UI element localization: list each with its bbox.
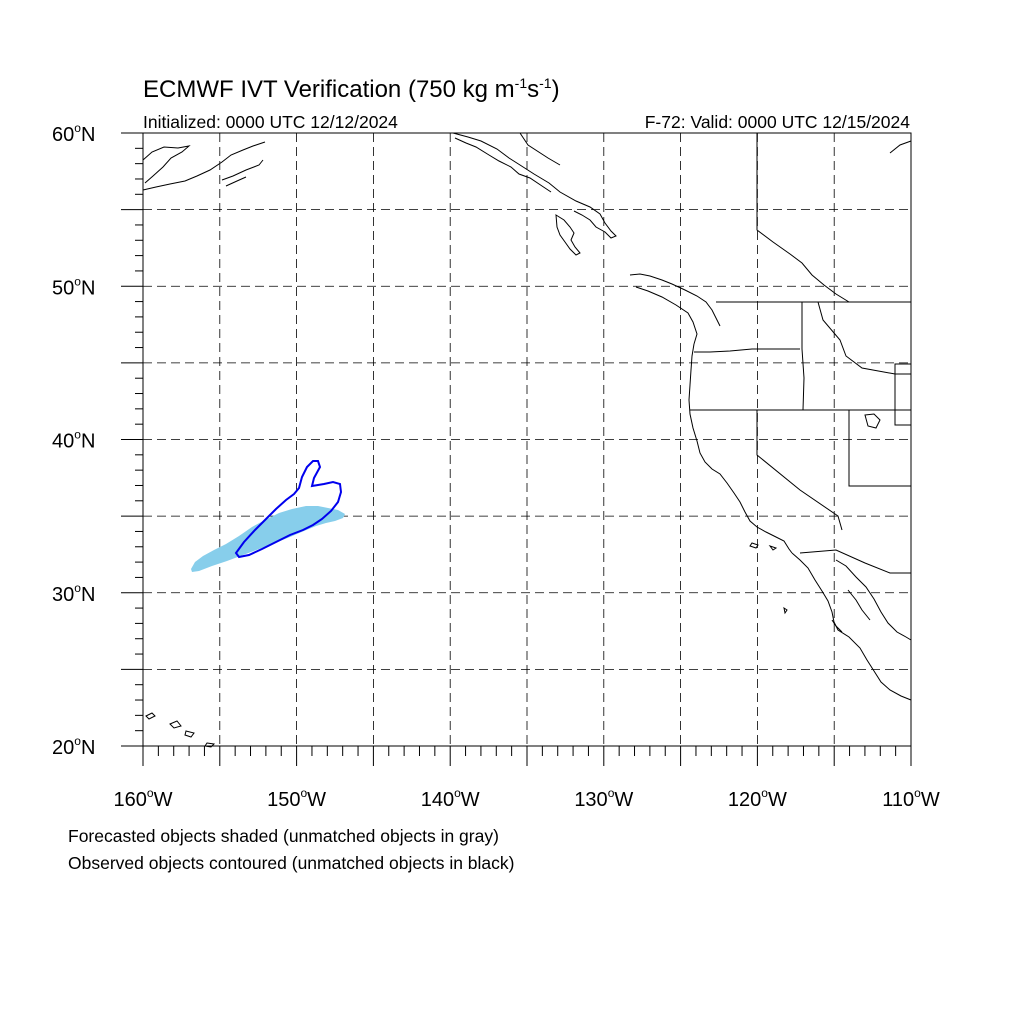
- coastlines-and-borders: [142, 132, 912, 748]
- lon-label: 120oW: [728, 786, 787, 811]
- longitude-labels: 160oW 150oW 140oW 130oW 120oW 110oW: [114, 786, 940, 811]
- valid-label: F-72: Valid: 0000 UTC 12/15/2024: [645, 112, 911, 132]
- lat-label: 20oN: [52, 734, 95, 759]
- figure-title: ECMWF IVT Verification (750 kg m-1s-1): [143, 75, 560, 103]
- axis-ticks: [121, 132, 912, 766]
- map-gridlines: [143, 133, 911, 746]
- lat-label: 40oN: [52, 428, 95, 453]
- lon-label: 110oW: [882, 786, 940, 811]
- lat-label: 30oN: [52, 581, 95, 606]
- lon-label: 140oW: [421, 786, 480, 811]
- lon-label: 130oW: [574, 786, 633, 811]
- lat-label: 60oN: [52, 121, 95, 146]
- lat-label: 50oN: [52, 274, 95, 299]
- observed-object-contour: [234, 460, 343, 559]
- latitude-labels: 60oN 50oN 40oN 30oN 20oN: [52, 121, 95, 759]
- initialized-label: Initialized: 0000 UTC 12/12/2024: [143, 112, 398, 132]
- forecast-object-shaded: [191, 506, 345, 572]
- lon-label: 160oW: [114, 786, 173, 811]
- footer-observed-note: Observed objects contoured (unmatched ob…: [68, 853, 515, 873]
- footer-forecast-note: Forecasted objects shaded (unmatched obj…: [68, 826, 499, 846]
- lon-label: 150oW: [267, 786, 326, 811]
